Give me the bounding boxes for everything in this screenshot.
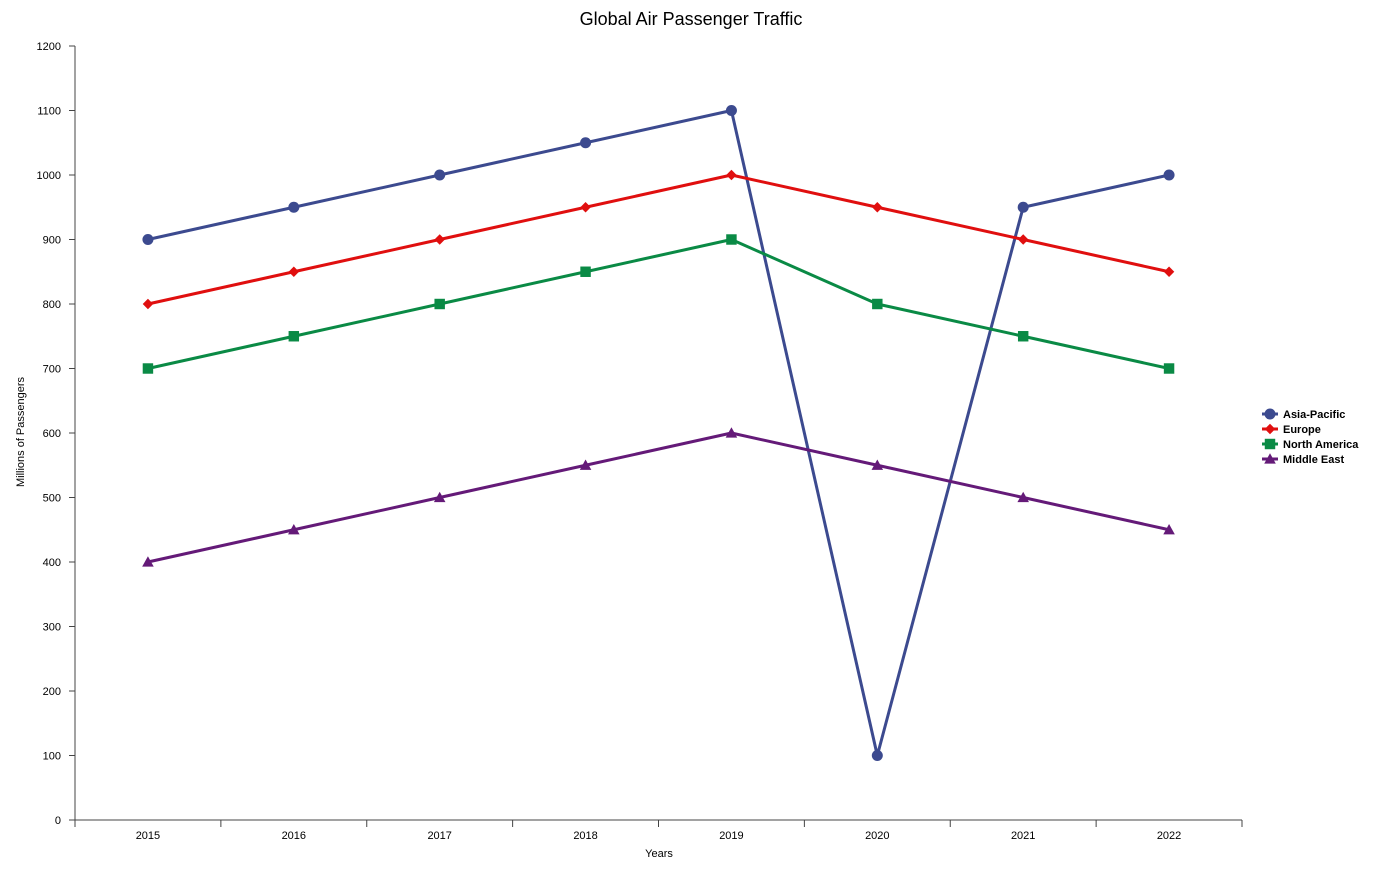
legend-marker [1264, 408, 1276, 420]
legend-item: Europe [1262, 423, 1321, 436]
legend-marker [1264, 453, 1276, 464]
y-tick-label: 600 [43, 428, 61, 440]
y-tick-label: 800 [43, 299, 61, 311]
x-tick-label: 2016 [282, 830, 306, 842]
data-point [288, 523, 300, 535]
y-tick-label: 1100 [37, 106, 61, 118]
data-point [1163, 523, 1175, 535]
data-point [434, 234, 445, 245]
series-layer [142, 105, 1175, 761]
legend-item: Asia-Pacific [1262, 408, 1345, 421]
legend-item: Middle East [1262, 453, 1344, 466]
data-point [1163, 266, 1175, 277]
legend-label: Asia-Pacific [1283, 409, 1345, 421]
data-point [726, 234, 737, 245]
x-tick-label: 2022 [1157, 830, 1181, 842]
legend-item: North America [1262, 438, 1359, 451]
data-point [580, 266, 591, 277]
x-axis-label: Years [645, 848, 673, 860]
y-tick-label: 1000 [37, 170, 61, 182]
x-tick-label: 2015 [136, 830, 160, 842]
y-tick-label: 400 [43, 557, 61, 569]
legend-label: Middle East [1283, 454, 1344, 466]
y-tick-label: 500 [43, 493, 61, 505]
data-point [726, 169, 737, 181]
data-point [872, 202, 883, 213]
x-tick-label: 2021 [1011, 830, 1035, 842]
x-axis-ticks: 2015 2016 2017 2018 2019 2020 2021 2022 [74, 820, 1243, 842]
legend: Asia-Pacific Europe North America Middle Ea… [1262, 408, 1359, 466]
legend-label: Europe [1283, 424, 1321, 436]
data-point [142, 234, 154, 245]
series-middle-east [142, 427, 1175, 567]
series-north-america [142, 234, 1175, 374]
data-point [580, 137, 592, 149]
data-point [1017, 234, 1029, 245]
legend-marker [1264, 423, 1276, 435]
data-point [142, 298, 154, 310]
x-tick-label: 2019 [719, 830, 743, 842]
y-axis-label: Millions of Passengers [15, 376, 27, 487]
y-tick-label: 700 [43, 364, 61, 376]
x-tick-label: 2017 [427, 830, 451, 842]
series-line [147, 238, 1170, 370]
data-point [871, 750, 883, 761]
data-point [1017, 491, 1029, 503]
data-point [288, 201, 300, 213]
y-tick-label: 1200 [37, 41, 61, 53]
data-point [142, 363, 154, 374]
y-tick-label: 300 [43, 622, 61, 634]
y-tick-label: 900 [43, 235, 61, 247]
data-point [871, 459, 884, 470]
data-point [1163, 363, 1175, 374]
data-point [579, 459, 592, 470]
data-point [142, 556, 154, 567]
y-tick-label: 100 [43, 751, 61, 763]
legend-label: North America [1283, 439, 1359, 451]
data-point [1017, 201, 1029, 213]
y-tick-label: 200 [43, 686, 61, 698]
x-tick-label: 2018 [573, 830, 597, 842]
data-point [434, 169, 446, 181]
x-tick-label: 2020 [865, 830, 889, 842]
data-point [725, 427, 738, 438]
data-point [872, 298, 883, 310]
data-point [725, 105, 737, 116]
data-point [433, 491, 446, 503]
chart-title: Global Air Passenger Traffic [580, 9, 803, 29]
series-line [147, 109, 1170, 757]
data-point [288, 266, 300, 277]
series-line [147, 431, 1170, 564]
series-line [147, 173, 1170, 306]
data-point [1163, 169, 1175, 181]
legend-marker [1264, 438, 1276, 450]
data-point [288, 331, 300, 342]
data-point [1017, 331, 1029, 342]
data-point [580, 202, 591, 213]
series-europe [142, 169, 1175, 310]
series-asia-pacific [142, 105, 1175, 761]
data-point [434, 298, 445, 310]
y-axis-ticks: 0 100 200 300 400 500 600 700 800 900 1000 1100 1200 [37, 41, 75, 827]
y-tick-label: 0 [55, 815, 61, 827]
